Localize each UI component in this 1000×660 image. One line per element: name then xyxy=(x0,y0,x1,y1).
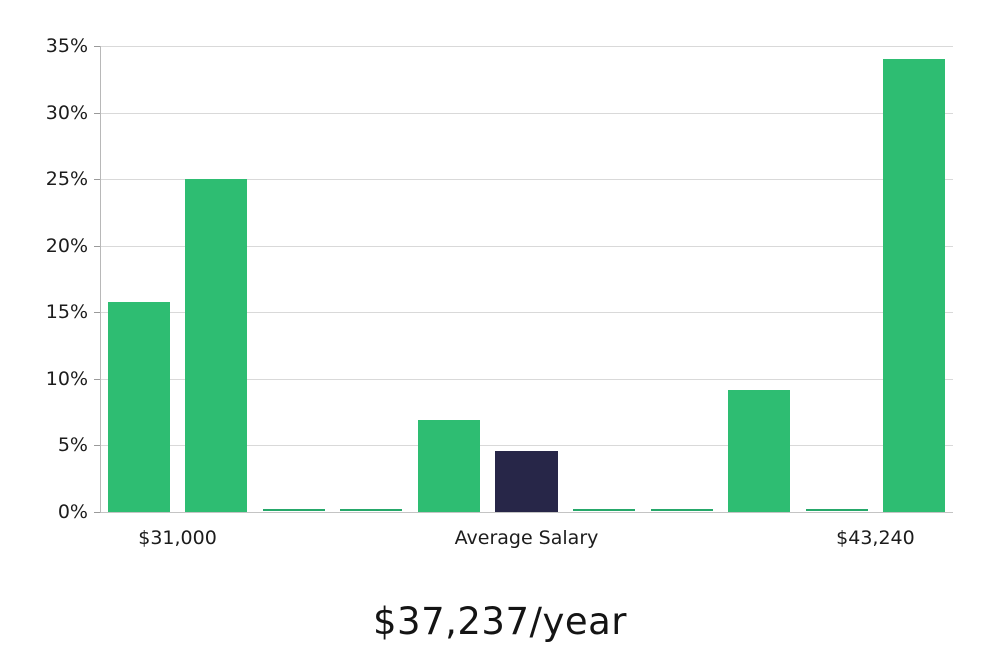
x-tick-label: $43,240 xyxy=(836,527,915,549)
gridline-5 xyxy=(100,445,953,447)
gridline-20 xyxy=(100,245,953,247)
y-tick-mark xyxy=(94,512,100,513)
y-tick-mark xyxy=(94,112,100,114)
y-tick-label: 0% xyxy=(57,501,88,523)
y-tick-label: 10% xyxy=(45,367,88,390)
bar[interactable] xyxy=(883,59,946,512)
bar[interactable] xyxy=(417,420,480,512)
bars-layer xyxy=(100,46,953,513)
y-tick-label: 5% xyxy=(57,434,88,457)
bar[interactable] xyxy=(650,509,713,512)
y-axis-spine xyxy=(100,46,101,513)
y-tick-label: 25% xyxy=(45,168,88,191)
gridline-35 xyxy=(100,46,953,47)
y-tick-label: 30% xyxy=(45,101,88,124)
bar[interactable] xyxy=(107,301,170,512)
y-tick-mark xyxy=(94,245,100,247)
y-tick-label: 20% xyxy=(45,234,88,257)
bar[interactable] xyxy=(262,509,325,512)
bar[interactable] xyxy=(495,450,558,512)
bar[interactable] xyxy=(573,509,636,512)
x-tick-label: $31,000 xyxy=(138,527,217,549)
bar[interactable] xyxy=(728,389,791,512)
gridline-30 xyxy=(100,112,953,114)
gridline-25 xyxy=(100,179,953,181)
gridline-10 xyxy=(100,378,953,380)
plot-area xyxy=(100,46,953,513)
y-tick-mark xyxy=(94,179,100,181)
bar[interactable] xyxy=(805,509,868,512)
y-tick-mark xyxy=(94,46,100,47)
average-salary-caption: $37,237/year xyxy=(372,600,627,643)
y-tick-mark xyxy=(94,312,100,314)
gridline-0 xyxy=(100,512,953,513)
bar[interactable] xyxy=(340,509,403,512)
gridline-15 xyxy=(100,312,953,314)
y-tick-mark xyxy=(94,378,100,380)
y-tick-mark xyxy=(94,445,100,447)
y-tick-label: 15% xyxy=(45,301,88,324)
x-tick-label: Average Salary xyxy=(454,527,599,549)
bar[interactable] xyxy=(185,179,248,512)
y-tick-label: 35% xyxy=(45,35,88,57)
